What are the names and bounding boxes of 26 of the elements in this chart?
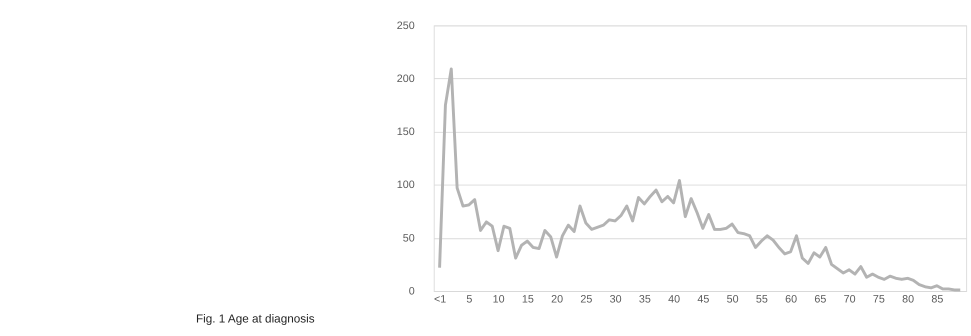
text: Fig. 1 Age at diagnosis [196, 312, 315, 326]
y-tick-label: 100 [396, 179, 415, 192]
y-tick-label: 200 [396, 72, 415, 85]
x-tick-label: 10 [492, 293, 505, 306]
line-series [438, 67, 962, 292]
x-tick-label: 85 [931, 293, 944, 306]
x-tick-label: 30 [610, 293, 622, 306]
x-tick-label: 80 [902, 293, 914, 306]
y-tick-label: 0 [408, 285, 415, 298]
x-tick-label: 75 [872, 293, 885, 306]
y-tick-label: 150 [396, 126, 415, 138]
x-tick-label: 65 [814, 293, 826, 306]
x-tick-label: 15 [522, 293, 534, 306]
y-tick-label: 50 [402, 232, 415, 244]
x-tick-label: 70 [844, 293, 856, 306]
x-tick-label: 20 [551, 293, 564, 306]
x-tick-label: 55 [756, 293, 768, 306]
x-tick-label: 50 [726, 293, 739, 306]
x-tick-label: 60 [785, 293, 798, 306]
x-tick-label: 5 [466, 293, 472, 306]
x-tick-label: 35 [638, 293, 651, 306]
x-tick-label: 40 [668, 293, 680, 306]
x-tick-label: <1 [434, 293, 446, 306]
x-tick-label: 45 [697, 293, 710, 306]
x-tick-label: 25 [580, 293, 592, 306]
y-tick-label: 250 [396, 20, 415, 32]
